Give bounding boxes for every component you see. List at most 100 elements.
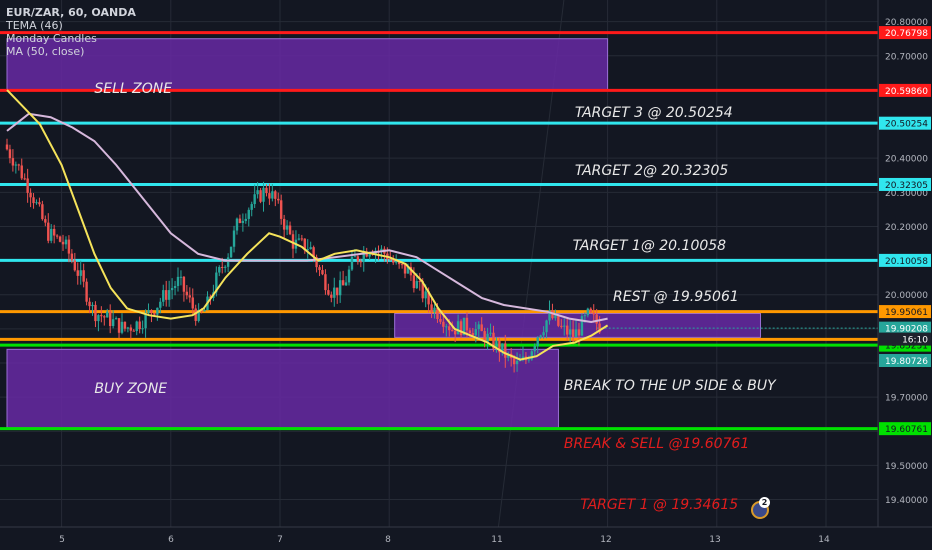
candle-body — [91, 304, 94, 307]
candle-body — [589, 308, 592, 313]
candle-body — [453, 330, 457, 335]
chart-annotation[interactable]: TARGET 1 @ 19.34615 — [580, 497, 739, 514]
zone-rectangles[interactable] — [6, 38, 761, 429]
chart-annotation[interactable]: BREAK TO THE UP SIDE & BUY — [563, 377, 776, 394]
candle-body — [400, 264, 404, 266]
candle-body — [94, 304, 97, 322]
indicator-lines — [6, 89, 609, 361]
price-tick-label: 20.80000 — [885, 18, 928, 28]
price-tag-label: 20.50254 — [885, 120, 928, 130]
candle-body — [318, 267, 321, 271]
candle-body — [85, 281, 88, 302]
candle-body — [512, 358, 516, 365]
horizontal-levels[interactable] — [0, 31, 878, 431]
candle-body — [79, 270, 82, 276]
price-tag-label: 19.95061 — [885, 308, 928, 318]
indicator-tema[interactable]: TEMA (46) — [6, 19, 63, 32]
candle-body — [586, 308, 590, 316]
candle-body — [11, 158, 15, 166]
price-axis[interactable]: 20.8000020.7000020.6000020.5000020.40000… — [877, 0, 932, 550]
candle-body — [32, 197, 35, 204]
chart-annotation[interactable]: TARGET 2@ 20.32305 — [574, 162, 729, 179]
price-tag-box — [879, 253, 931, 267]
price-tick-label: 20.70000 — [885, 52, 928, 62]
chart-annotation[interactable]: TARGET 3 @ 20.50254 — [574, 104, 733, 121]
candle-body — [392, 259, 395, 263]
candle-body — [427, 291, 430, 305]
price-tick-label: 19.40000 — [885, 496, 928, 506]
chart-annotation[interactable]: REST @ 19.95061 — [613, 289, 739, 306]
candle-body — [536, 337, 539, 347]
candle-body — [162, 290, 165, 302]
candle-body — [221, 266, 224, 268]
time-tick-label: 11 — [491, 535, 502, 545]
candle-body — [350, 256, 354, 270]
price-tag-box — [879, 354, 931, 368]
candle-body — [554, 314, 557, 319]
candle-body — [188, 295, 192, 298]
candle-body — [501, 343, 504, 353]
candle-body — [465, 317, 469, 331]
candle-body — [44, 219, 47, 223]
candle-body — [61, 241, 65, 245]
candle-body — [309, 247, 312, 250]
candle-body — [359, 261, 363, 263]
candle-body — [147, 310, 150, 313]
ideas-badge-count: 2 — [759, 497, 770, 508]
price-tick-label: 20.00000 — [885, 291, 928, 301]
candle-body — [88, 301, 91, 307]
candle-body — [280, 200, 283, 219]
price-tag-label: 16:10 — [902, 336, 928, 346]
candle-body — [256, 190, 259, 195]
candle-body — [592, 312, 595, 315]
price-tag-label: 20.32305 — [885, 181, 928, 191]
chart-annotation[interactable]: SELL ZONE — [94, 80, 173, 97]
candle-body — [542, 332, 545, 336]
candle-body — [539, 335, 542, 338]
candle-body — [515, 360, 519, 365]
candle-body — [306, 249, 309, 251]
indicator-monday-candles[interactable]: Monday Candles — [6, 32, 97, 45]
candle-body — [486, 333, 489, 343]
candle-body — [241, 220, 245, 223]
candle-body — [563, 325, 566, 327]
candle-body — [229, 246, 233, 258]
candle-body — [114, 318, 118, 320]
candle-body — [268, 193, 271, 199]
candle-body — [459, 321, 463, 336]
candle-body — [451, 330, 454, 332]
price-tag-box — [879, 177, 931, 191]
price-tag-label: 20.10058 — [885, 257, 928, 267]
candle-body — [303, 238, 306, 251]
candle-body — [560, 325, 563, 327]
candle-body — [50, 228, 53, 241]
candle-body — [35, 202, 38, 204]
indicator-ma[interactable]: MA (50, close) — [6, 45, 85, 58]
candle-body — [336, 287, 339, 296]
time-axis[interactable]: 5 6 7 8 11 12 13 14 — [0, 526, 932, 550]
price-tick-label: 20.40000 — [885, 155, 928, 165]
time-axis-background — [0, 527, 932, 550]
candle-body — [300, 238, 304, 240]
chart-annotation[interactable]: BREAK & SELL @19.60761 — [563, 435, 750, 452]
candle-body — [82, 270, 85, 282]
candle-body — [150, 310, 153, 314]
price-tick-label: 19.70000 — [885, 394, 928, 404]
candle-body — [191, 297, 194, 309]
candle-body — [442, 321, 445, 327]
candle-body — [577, 329, 581, 336]
price-tag-box — [879, 116, 931, 130]
candle-body — [14, 164, 18, 166]
candle-body — [153, 313, 156, 315]
chart-annotation[interactable]: TARGET 1@ 20.10058 — [572, 237, 727, 254]
candle-body — [265, 187, 268, 194]
candle-body — [353, 256, 357, 258]
candle-body — [424, 291, 427, 299]
candle-body — [274, 191, 277, 199]
candle-body — [583, 315, 587, 317]
candle-body — [492, 332, 495, 349]
symbol-title[interactable]: EUR/ZAR, 60, OANDA — [6, 6, 136, 19]
zone-rect — [6, 348, 559, 429]
chart-annotation[interactable]: BUY ZONE — [94, 381, 168, 398]
